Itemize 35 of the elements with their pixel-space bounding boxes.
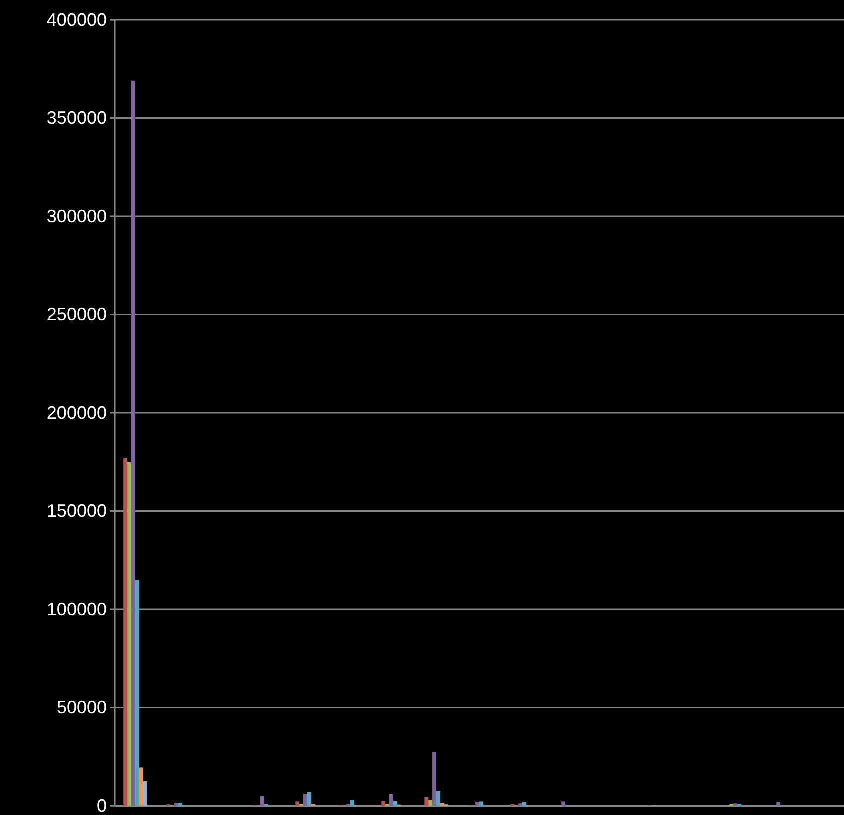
bar — [304, 794, 308, 806]
y-tick-label: 50000 — [56, 698, 107, 718]
y-tick-label: 100000 — [46, 599, 107, 620]
bar — [428, 800, 433, 806]
y-tick-label: 150000 — [46, 501, 107, 522]
bar — [436, 791, 440, 806]
y-tick-label: 0 — [96, 796, 107, 815]
bar — [382, 801, 386, 806]
bar — [424, 797, 429, 806]
bar — [135, 580, 140, 806]
y-tick-label: 200000 — [46, 402, 107, 423]
y-tick-label: 350000 — [46, 108, 107, 128]
bar — [522, 802, 526, 806]
y-tick-label: 300000 — [46, 206, 107, 226]
bar — [124, 458, 128, 806]
bar — [307, 792, 312, 806]
bar — [174, 803, 178, 806]
bar — [350, 800, 354, 806]
y-tick-label: 250000 — [46, 304, 107, 325]
bar — [139, 768, 144, 806]
bar — [562, 802, 566, 806]
bar — [432, 752, 436, 806]
bar — [390, 794, 394, 806]
bar — [131, 80, 136, 806]
bar — [128, 462, 132, 806]
bar — [393, 801, 398, 806]
bar — [260, 796, 264, 806]
bar — [440, 803, 444, 806]
bar — [480, 802, 484, 806]
bar — [178, 803, 182, 806]
bar — [296, 802, 300, 806]
bar — [143, 781, 148, 806]
bar — [776, 802, 781, 806]
y-tick-label: 400000 — [46, 10, 107, 30]
bar — [476, 802, 480, 806]
